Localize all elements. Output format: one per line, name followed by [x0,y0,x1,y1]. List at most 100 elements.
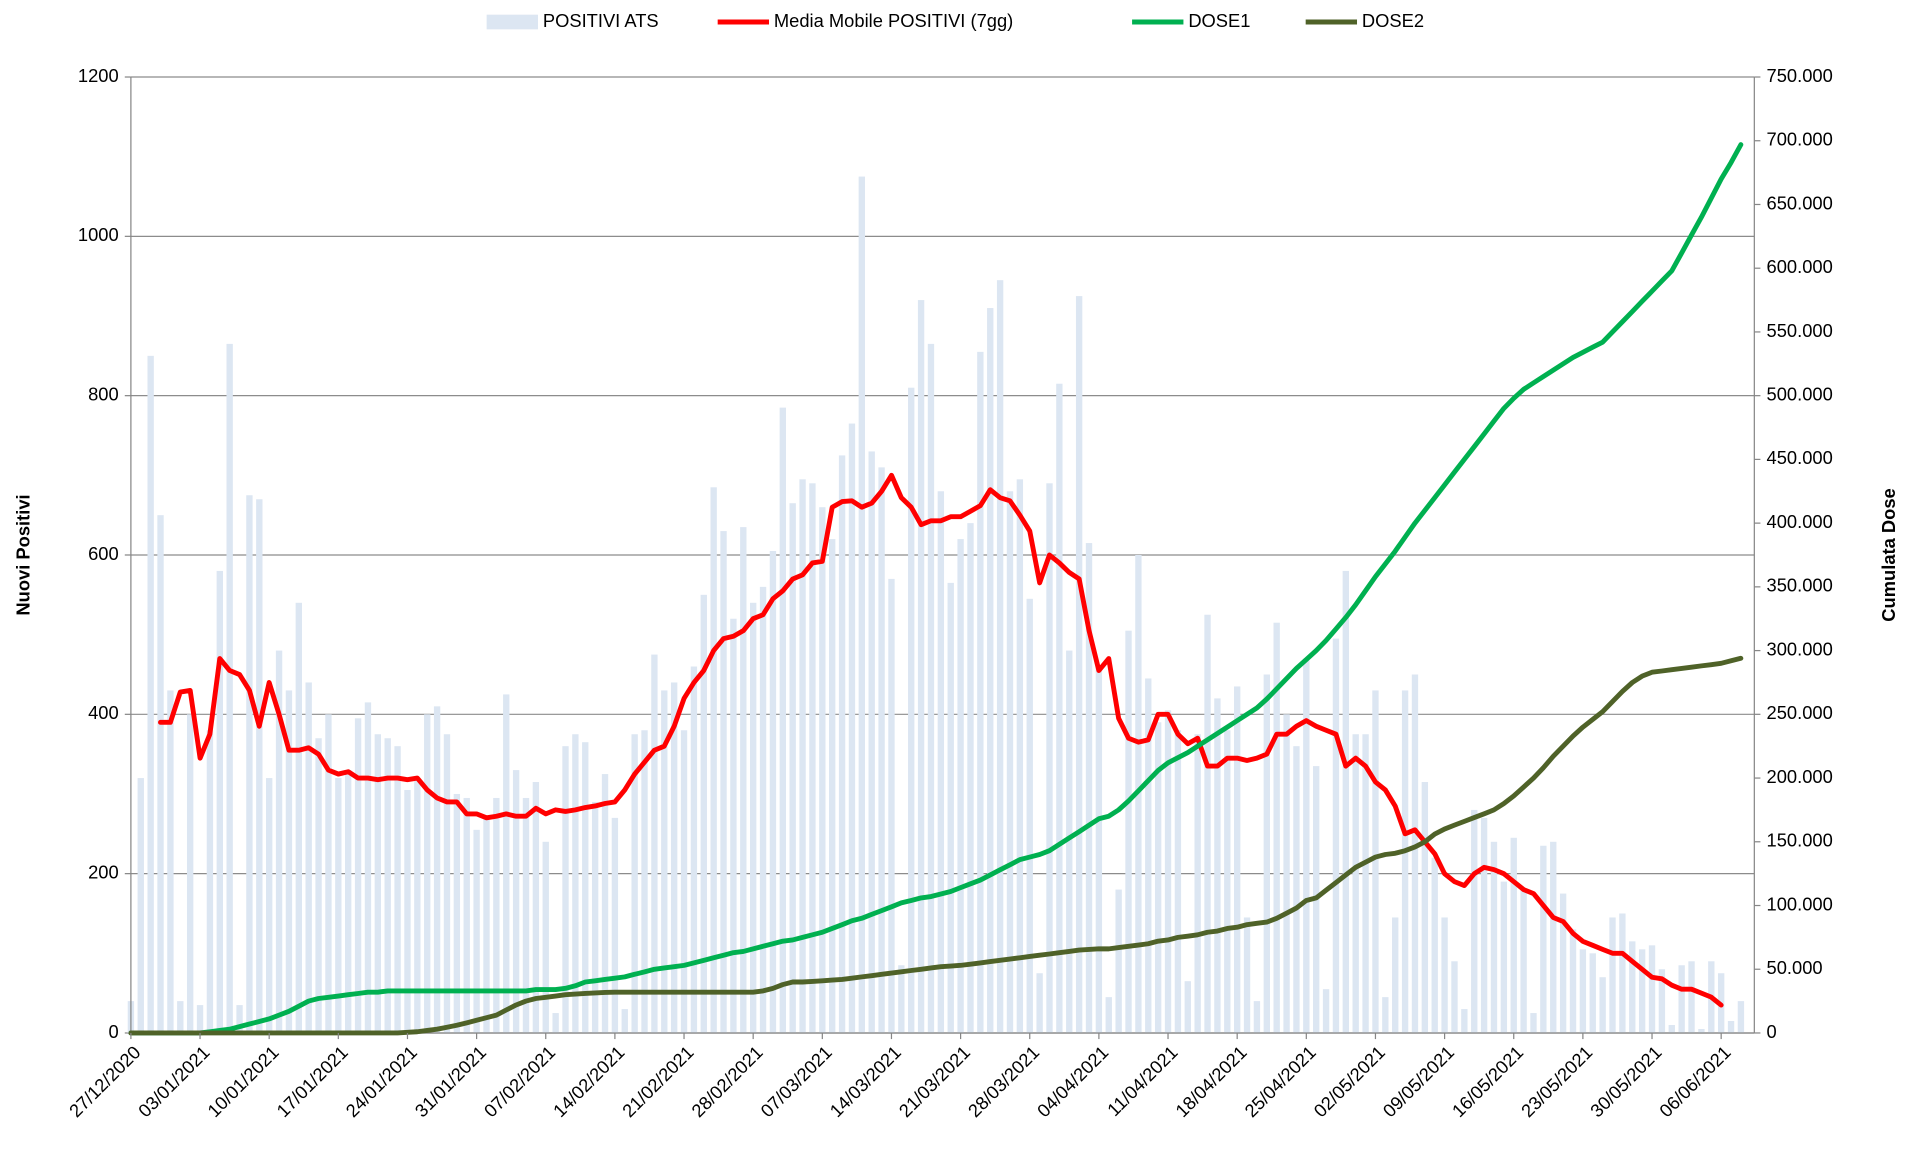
bar [1648,945,1656,1033]
bar [374,734,382,1033]
y2-tick-label: 200.000 [1767,766,1833,787]
bar [1480,817,1488,1033]
y-tick-label: 400 [88,702,119,723]
bar [720,531,727,1033]
line [158,472,1724,1008]
x-tick-label: 07/02/2021 [480,1041,560,1121]
y-tick-label: 200 [88,861,119,882]
y-axis-title: Nuovi Positivi [12,494,33,615]
legend-label: DOSE1 [1188,10,1250,31]
bar [1569,929,1577,1033]
bar [789,503,796,1033]
bar [957,539,964,1033]
bar [433,706,441,1033]
bar [1253,1001,1261,1033]
y-tick-label: 0 [108,1021,118,1042]
bar [1589,953,1596,1033]
y2-tick-label: 300.000 [1767,638,1833,659]
bar [848,423,856,1033]
line [128,655,1744,1036]
bar [522,797,530,1033]
bar [295,602,302,1033]
bar [601,774,609,1033]
x-tick-label: 28/02/2021 [687,1041,767,1121]
bar [838,455,846,1033]
bar [315,738,322,1033]
bar [562,746,569,1033]
bar [246,495,253,1033]
bar [809,483,816,1033]
y2-tick-label: 700.000 [1767,129,1833,150]
bar [345,770,352,1033]
bar [1510,837,1517,1033]
bar [1214,698,1221,1033]
bar [779,407,786,1033]
x-tick-label: 14/02/2021 [549,1041,629,1121]
bar [206,730,214,1033]
bar [1619,913,1626,1033]
bar [1668,1025,1675,1033]
bar [483,817,490,1033]
bar [670,682,678,1033]
bar [335,778,342,1033]
bar [1392,917,1399,1033]
bar [414,778,421,1033]
bar [453,793,461,1033]
bar [680,730,688,1033]
bar [1362,734,1369,1033]
x-tick-label: 23/05/2021 [1517,1041,1597,1121]
x-tick-label: 06/06/2021 [1655,1041,1735,1121]
bar [1451,961,1458,1033]
bar [1678,965,1685,1033]
bar [354,718,362,1033]
bar [384,738,391,1033]
bar [1085,543,1093,1033]
bar [858,176,866,1033]
bar [1006,491,1014,1033]
bar [1441,917,1448,1033]
bar [1500,881,1508,1033]
bar [177,1001,184,1033]
bar [591,801,599,1033]
bar [1658,969,1666,1033]
y2-axis-title: Cumulata Dose [1878,488,1899,621]
x-tick-label: 31/01/2021 [410,1041,490,1121]
bar [1115,889,1122,1033]
bar [917,300,925,1033]
bar [1688,961,1695,1033]
bar [157,515,164,1033]
bar [829,539,836,1033]
bar [641,730,648,1033]
bar [888,578,895,1033]
bar [700,594,707,1033]
bar [1737,1001,1745,1033]
bar [1066,650,1073,1033]
bar [512,770,520,1033]
y2-tick-label: 750.000 [1767,65,1833,86]
x-tick-label: 18/04/2021 [1171,1041,1251,1121]
bar [631,734,638,1033]
bar [967,523,974,1033]
bar [1233,686,1241,1033]
y-tick-label: 600 [88,543,119,564]
x-tick-label: 07/03/2021 [756,1041,836,1121]
bar [927,343,935,1033]
x-tick-label: 17/01/2021 [272,1041,352,1121]
bar [1263,674,1270,1033]
x-tick-label: 28/03/2021 [964,1041,1044,1121]
bar [216,570,223,1033]
x-tick-label: 14/03/2021 [825,1041,905,1121]
x-tick-label: 09/05/2021 [1378,1041,1458,1121]
bar [325,714,332,1033]
bar [463,797,470,1033]
bar [364,702,372,1033]
bar [1550,841,1557,1033]
bar [1530,1013,1537,1033]
bar [1599,977,1606,1033]
x-tick-label: 02/05/2021 [1309,1041,1389,1121]
bar [167,690,174,1033]
bar [1283,714,1290,1033]
bar [1273,622,1280,1033]
